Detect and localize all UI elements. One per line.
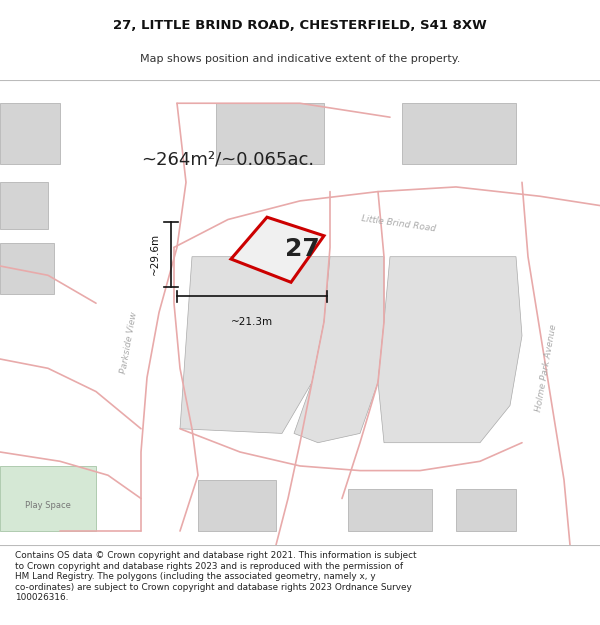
Text: ~29.6m: ~29.6m <box>150 233 160 276</box>
Text: ~264m²/~0.065ac.: ~264m²/~0.065ac. <box>142 150 314 168</box>
Polygon shape <box>198 480 276 531</box>
Text: ~21.3m: ~21.3m <box>231 317 273 327</box>
Polygon shape <box>348 489 432 531</box>
Polygon shape <box>456 489 516 531</box>
Polygon shape <box>0 182 48 229</box>
Text: Map shows position and indicative extent of the property.: Map shows position and indicative extent… <box>140 54 460 64</box>
Text: Little Brind Road: Little Brind Road <box>361 214 437 234</box>
Polygon shape <box>0 242 54 294</box>
Polygon shape <box>180 257 330 433</box>
Polygon shape <box>294 257 384 442</box>
Text: Contains OS data © Crown copyright and database right 2021. This information is : Contains OS data © Crown copyright and d… <box>15 551 416 602</box>
Text: Play Space: Play Space <box>25 501 71 510</box>
Polygon shape <box>0 103 60 164</box>
Text: 27, LITTLE BRIND ROAD, CHESTERFIELD, S41 8XW: 27, LITTLE BRIND ROAD, CHESTERFIELD, S41… <box>113 19 487 32</box>
Text: Holme Park Avenue: Holme Park Avenue <box>534 324 558 412</box>
Polygon shape <box>216 103 324 164</box>
Polygon shape <box>0 466 96 531</box>
Text: Parkside View: Parkside View <box>119 311 139 374</box>
Polygon shape <box>402 103 516 164</box>
Polygon shape <box>231 217 324 282</box>
Text: 27: 27 <box>285 236 320 261</box>
Polygon shape <box>378 257 522 442</box>
